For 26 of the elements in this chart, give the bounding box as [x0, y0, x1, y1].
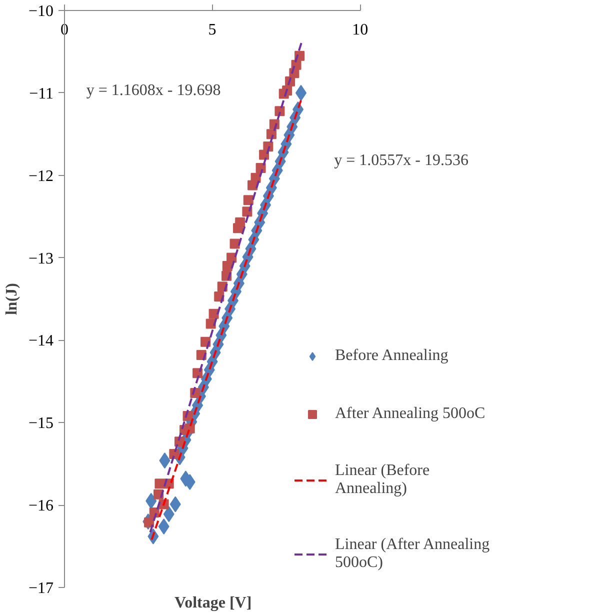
- y-tick-label: −14: [28, 332, 54, 350]
- y-tick-label: −12: [28, 168, 54, 185]
- x-tick-label: 0: [60, 22, 68, 38]
- y-tick-label: −15: [28, 415, 54, 432]
- legend-label: Linear (Before Annealing): [335, 462, 430, 498]
- point: [208, 308, 219, 319]
- y-tick-label: −10: [28, 3, 54, 20]
- point: [250, 172, 261, 183]
- annotation: y = 1.0557x - 19.536: [334, 152, 468, 169]
- legend-label: After Annealing 500oC: [335, 405, 486, 423]
- point: [230, 238, 240, 249]
- legend-label: Before Annealing: [335, 347, 448, 365]
- x-tick-label: 5: [208, 22, 216, 38]
- x-tick-label: 10: [352, 22, 368, 38]
- point: [243, 195, 254, 206]
- annotation: y = 1.1608x - 19.698: [86, 82, 221, 99]
- point: [235, 217, 246, 228]
- legend-label: Linear (After Annealing 500oC): [335, 536, 490, 572]
- point: [154, 478, 165, 489]
- y-tick-label: −13: [28, 250, 54, 268]
- y-tick-label: −17: [28, 580, 54, 597]
- point: [144, 517, 154, 528]
- y-tick-label: −16: [28, 498, 54, 515]
- y-axis-title: ln(J): [3, 283, 20, 315]
- y-tick-label: −11: [29, 85, 54, 102]
- x-axis-title: Voltage [V]: [174, 594, 252, 612]
